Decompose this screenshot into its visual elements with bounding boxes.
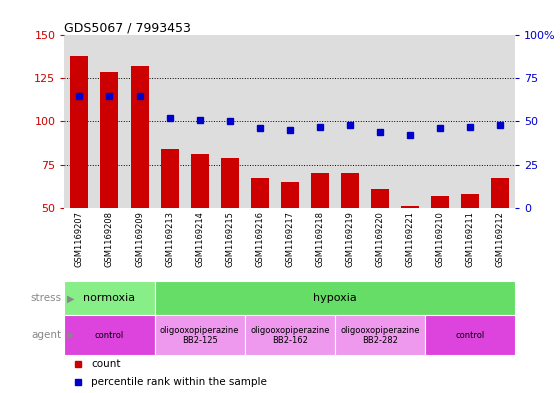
- Bar: [281, 182, 299, 294]
- Text: stress: stress: [30, 293, 62, 303]
- Bar: [335, 315, 425, 355]
- Bar: [251, 178, 269, 294]
- Bar: [64, 281, 155, 315]
- Text: GSM1169215: GSM1169215: [225, 211, 234, 267]
- Bar: [311, 173, 329, 294]
- Bar: [71, 56, 88, 294]
- Text: GSM1169211: GSM1169211: [465, 211, 475, 267]
- Text: GSM1169219: GSM1169219: [346, 211, 354, 267]
- Bar: [401, 206, 419, 294]
- Text: GSM1169209: GSM1169209: [135, 211, 144, 267]
- Text: hypoxia: hypoxia: [313, 293, 357, 303]
- Text: GSM1169216: GSM1169216: [255, 211, 264, 267]
- Text: GSM1169218: GSM1169218: [315, 211, 324, 267]
- Text: agent: agent: [31, 330, 62, 340]
- Text: GSM1169213: GSM1169213: [165, 211, 174, 267]
- Text: GDS5067 / 7993453: GDS5067 / 7993453: [64, 21, 192, 34]
- Text: GSM1169208: GSM1169208: [105, 211, 114, 267]
- Bar: [155, 281, 515, 315]
- Bar: [341, 173, 359, 294]
- Text: GSM1169214: GSM1169214: [195, 211, 204, 267]
- Text: ▶: ▶: [67, 293, 74, 303]
- Text: GSM1169212: GSM1169212: [496, 211, 505, 267]
- Text: control: control: [455, 331, 485, 340]
- Text: GSM1169207: GSM1169207: [75, 211, 84, 267]
- Text: percentile rank within the sample: percentile rank within the sample: [91, 377, 267, 387]
- Bar: [491, 178, 509, 294]
- Text: control: control: [95, 331, 124, 340]
- Bar: [221, 158, 239, 294]
- Text: GSM1169217: GSM1169217: [285, 211, 295, 267]
- Text: GSM1169220: GSM1169220: [375, 211, 385, 267]
- Text: oligooxopiperazine
BB2-125: oligooxopiperazine BB2-125: [160, 325, 239, 345]
- Text: GSM1169221: GSM1169221: [405, 211, 414, 267]
- Text: ▶: ▶: [67, 330, 74, 340]
- Bar: [371, 189, 389, 294]
- Bar: [130, 66, 148, 294]
- Bar: [461, 194, 479, 294]
- Bar: [155, 315, 245, 355]
- Text: count: count: [91, 359, 121, 369]
- Bar: [161, 149, 179, 294]
- Bar: [431, 196, 449, 294]
- Bar: [425, 315, 515, 355]
- Text: oligooxopiperazine
BB2-282: oligooxopiperazine BB2-282: [340, 325, 419, 345]
- Bar: [245, 315, 335, 355]
- Bar: [190, 154, 209, 294]
- Text: oligooxopiperazine
BB2-162: oligooxopiperazine BB2-162: [250, 325, 329, 345]
- Text: GSM1169210: GSM1169210: [436, 211, 445, 267]
- Text: normoxia: normoxia: [83, 293, 136, 303]
- Bar: [100, 72, 119, 294]
- Bar: [64, 315, 155, 355]
